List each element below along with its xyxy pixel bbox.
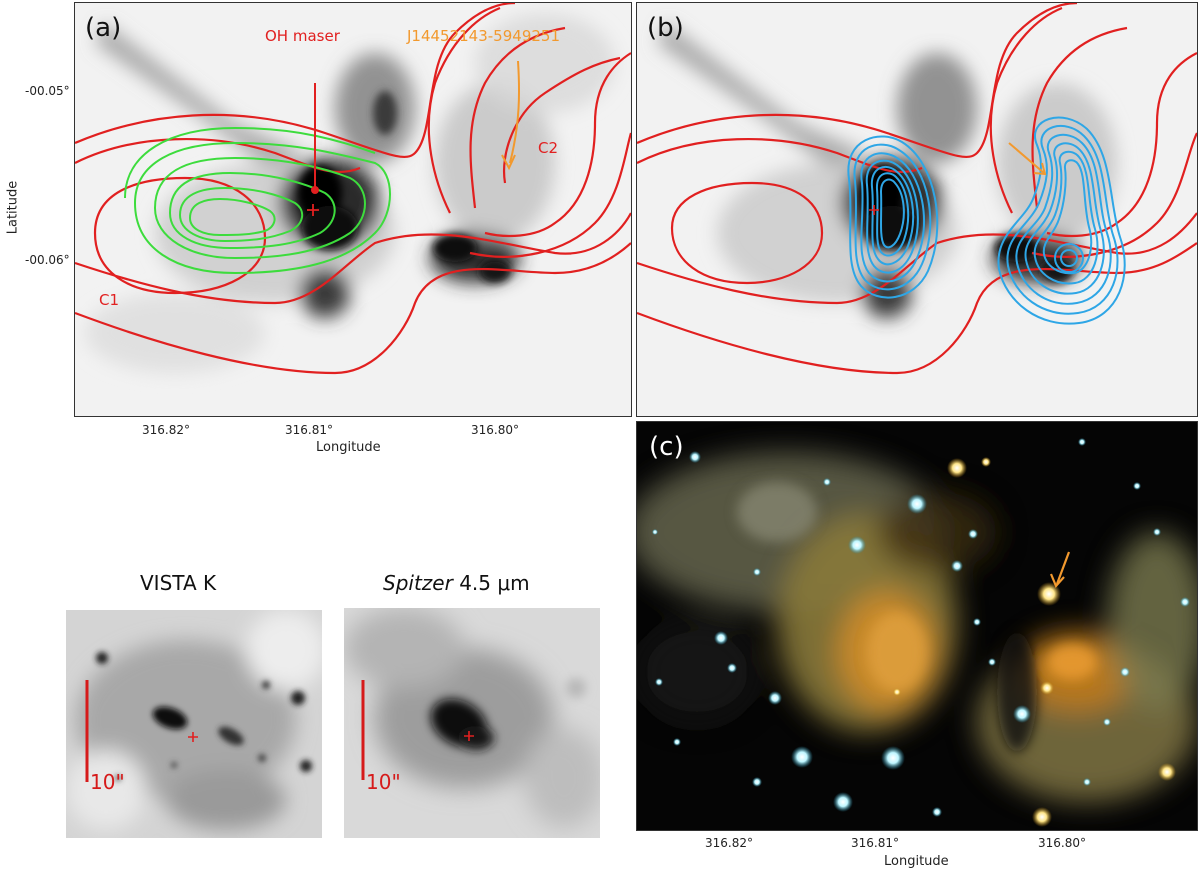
vista-scale-label: 10" — [90, 770, 125, 794]
panel-a-tag: (a) — [85, 13, 122, 43]
panel-c: (c) — [636, 421, 1198, 831]
panel-c-tag: (c) — [649, 432, 684, 462]
panel-b-image — [637, 3, 1197, 416]
panel-c-x-title: Longitude — [884, 854, 949, 869]
panel-a-y-title: Latitude — [5, 180, 21, 235]
panel-a-y-tick-1: -00.05° — [25, 84, 70, 98]
panel-a-x-title: Longitude — [316, 440, 381, 455]
red-contours-b — [637, 3, 1197, 375]
blue-contours-right — [997, 116, 1126, 325]
c2-label: C2 — [538, 139, 559, 157]
panel-c-x-tick-3: 316.80° — [1038, 836, 1086, 850]
vista-title: VISTA K — [140, 571, 217, 595]
spitzer-title: Spitzer 4.5 μm — [383, 571, 530, 595]
panel-c-image — [637, 422, 1197, 830]
panel-c-x-tick-1: 316.82° — [705, 836, 753, 850]
panel-a-image — [75, 3, 631, 416]
panel-a-x-tick-3: 316.80° — [471, 423, 519, 437]
vista-k-thumbnail: 10" — [66, 610, 322, 838]
spitzer-thumbnail: 10" — [344, 608, 600, 838]
oh-maser-label: OH maser — [265, 27, 340, 45]
panel-b: (b) — [636, 2, 1198, 417]
panel-c-x-tick-2: 316.81° — [851, 836, 899, 850]
panel-b-tag: (b) — [647, 13, 684, 43]
c1-label: C1 — [99, 291, 120, 309]
source-label: J14452143-5949251 — [407, 27, 560, 45]
panel-a-x-tick-2: 316.81° — [285, 423, 333, 437]
spitzer-scale-label: 10" — [366, 770, 401, 794]
panel-a: (a) OH maser J14452143-5949251 C1 C2 — [74, 2, 632, 417]
panel-a-x-tick-1: 316.82° — [142, 423, 190, 437]
red-contours — [75, 3, 631, 375]
green-contours — [124, 126, 391, 275]
panel-a-y-tick-2: -00.06° — [25, 253, 70, 267]
stars — [652, 438, 1190, 827]
blue-contours-left — [847, 135, 939, 299]
spitzer-title-italic: Spitzer — [383, 571, 453, 595]
spitzer-title-rest: 4.5 μm — [459, 571, 530, 595]
